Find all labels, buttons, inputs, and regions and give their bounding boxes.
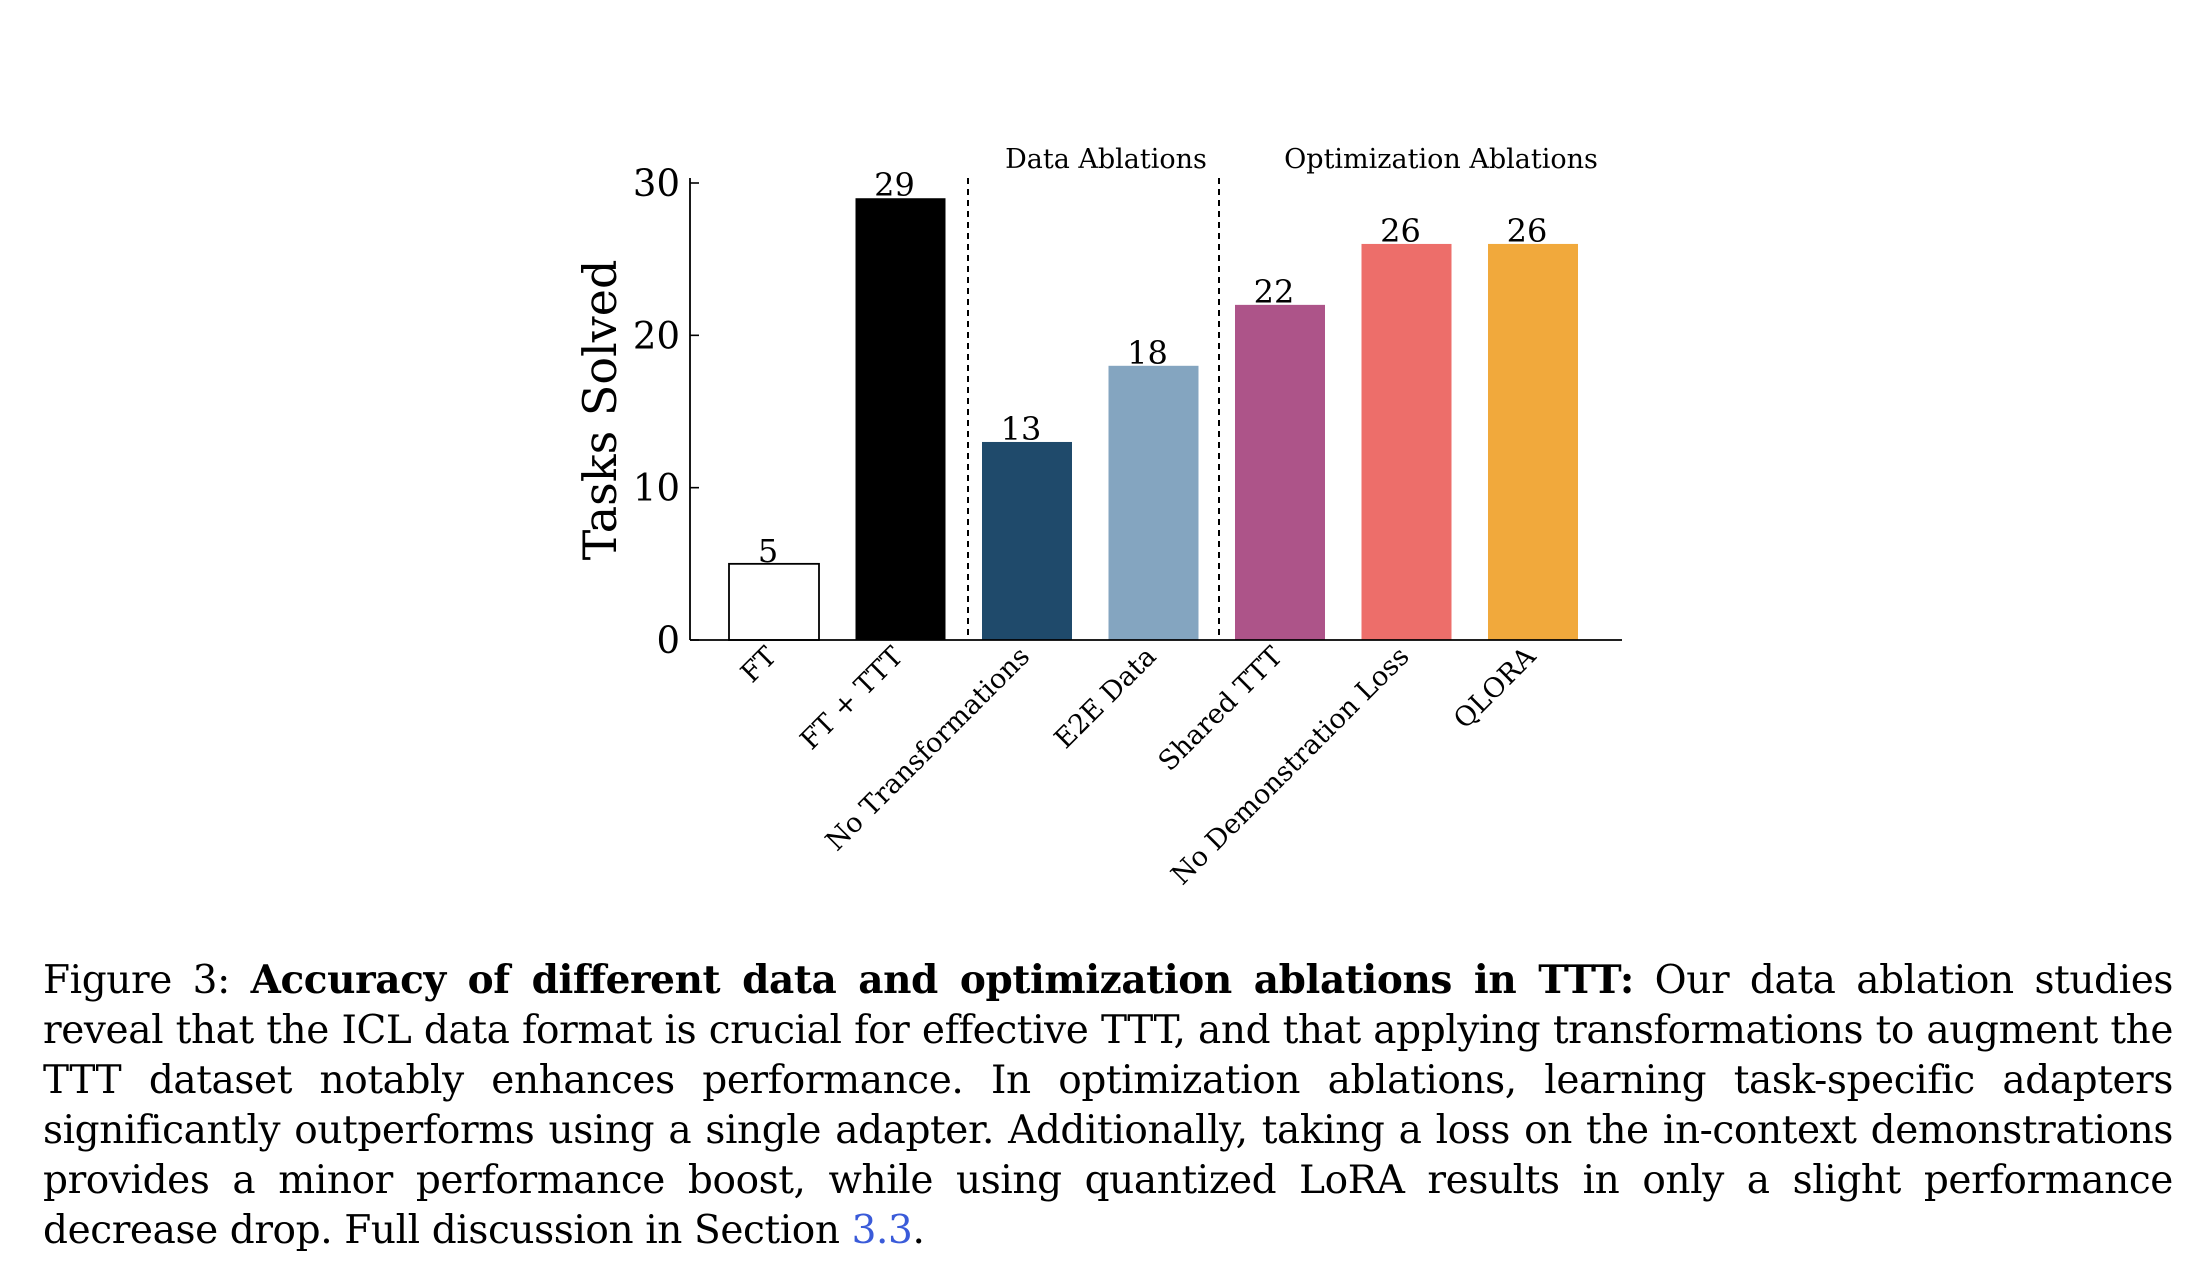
bar-3	[1108, 365, 1199, 640]
data-label-4: 22	[1254, 273, 1295, 311]
category-label-0: FT	[735, 641, 783, 689]
bar-5	[1361, 243, 1452, 640]
group-label-optimization: Optimization Ablations	[1284, 144, 1598, 175]
y-tick-label-1: 10	[633, 467, 680, 510]
caption-title: Accuracy of different data and optimizat…	[250, 957, 1635, 1003]
bar-1	[855, 198, 946, 640]
data-label-6: 26	[1507, 212, 1548, 250]
data-label-3: 18	[1127, 334, 1168, 372]
category-label-2: No Transformations	[820, 641, 1036, 857]
caption-body: Our data ablation studies reveal that th…	[43, 958, 2173, 1253]
bar-2	[982, 441, 1072, 640]
y-ticks: 0 10 20 30	[633, 162, 699, 662]
caption-prefix: Figure 3:	[43, 958, 251, 1003]
y-tick-label-2: 20	[633, 314, 680, 357]
bars	[728, 198, 1578, 641]
data-label-2: 13	[1001, 410, 1042, 448]
category-label-3: E2E Data	[1049, 641, 1163, 755]
bar-chart: Data Ablations Optimization Ablations Ta…	[573, 144, 1622, 891]
y-tick-label-3: 30	[633, 162, 680, 205]
section-reference-link[interactable]: 3.3	[851, 1208, 913, 1253]
figure-caption: Figure 3: Accuracy of different data and…	[43, 955, 2173, 1256]
caption-suffix: .	[912, 1208, 925, 1253]
category-label-1: FT + TTT	[795, 641, 910, 756]
data-label-5: 26	[1380, 212, 1421, 250]
category-label-4: Shared TTT	[1153, 641, 1289, 777]
bar-0	[728, 562, 820, 641]
figure: Data Ablations Optimization Ablations Ta…	[573, 144, 1622, 891]
y-tick-label-0: 0	[656, 619, 680, 662]
data-label-0: 5	[758, 532, 778, 570]
axes: Data Ablations Optimization Ablations Ta…	[573, 144, 1622, 641]
bar-4	[1235, 304, 1325, 640]
group-label-data: Data Ablations	[1005, 144, 1207, 175]
category-label-5: No Demonstration Loss	[1165, 641, 1415, 891]
data-label-1: 29	[874, 166, 915, 204]
y-axis-label: Tasks Solved	[573, 260, 627, 561]
bar-6	[1488, 243, 1578, 640]
category-label-6: QLORA	[1448, 641, 1542, 735]
